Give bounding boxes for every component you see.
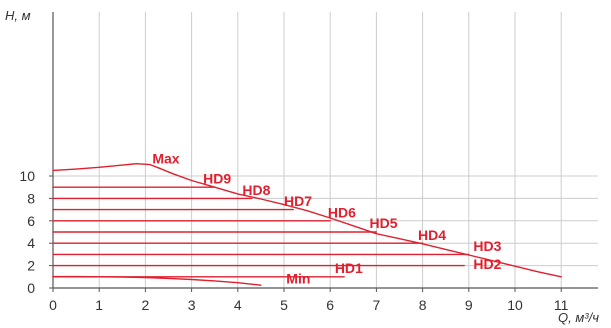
- y-tick-label: 0: [27, 280, 35, 296]
- x-tick-label: 6: [326, 297, 334, 313]
- series-label-hd7: HD7: [284, 193, 312, 209]
- series-label-hd5: HD5: [369, 215, 397, 231]
- y-axis-label: H, м: [5, 8, 31, 23]
- tick-labels: 0 1 2 3 4 5 6 7 8 9 10 11 0 2 4 6 8 10: [19, 168, 568, 313]
- x-axis-label: Q, м³/ч: [558, 310, 599, 325]
- x-tick-label: 3: [188, 297, 196, 313]
- series-label-hd6: HD6: [328, 204, 356, 220]
- series-label-min: Min: [286, 271, 310, 287]
- series-line-min: [52, 275, 262, 286]
- series-label-max: Max: [152, 151, 179, 167]
- series-labels: Max HD9 HD8 HD7 HD6 HD5 HD4 HD3 HD2 HD1 Min: [152, 151, 501, 287]
- x-tick-label: 4: [234, 297, 242, 313]
- x-tick-label: 8: [419, 297, 427, 313]
- x-tick-label: 11: [554, 297, 569, 313]
- y-tick-label: 10: [19, 168, 35, 184]
- series-label-hd1: HD1: [335, 260, 363, 276]
- series-label-hd4: HD4: [418, 227, 446, 243]
- series-label-hd9: HD9: [203, 170, 231, 186]
- y-tick-label: 8: [27, 190, 35, 206]
- y-tick-label: 4: [27, 235, 35, 251]
- x-tick-label: 2: [142, 297, 150, 313]
- x-tick-label: 1: [95, 297, 103, 313]
- series-label-hd3: HD3: [473, 238, 501, 254]
- axes: [49, 12, 598, 292]
- y-tick-label: 2: [27, 258, 35, 274]
- series-lines: [52, 163, 562, 286]
- series-label-hd8: HD8: [242, 182, 270, 198]
- x-tick-label: 9: [465, 297, 473, 313]
- x-tick-label: 0: [49, 297, 57, 313]
- y-tick-label: 6: [27, 213, 35, 229]
- x-tick-label: 10: [507, 297, 523, 313]
- series-label-hd2: HD2: [473, 256, 501, 272]
- grid: [53, 12, 598, 288]
- x-tick-label: 7: [373, 297, 381, 313]
- x-tick-label: 5: [280, 297, 288, 313]
